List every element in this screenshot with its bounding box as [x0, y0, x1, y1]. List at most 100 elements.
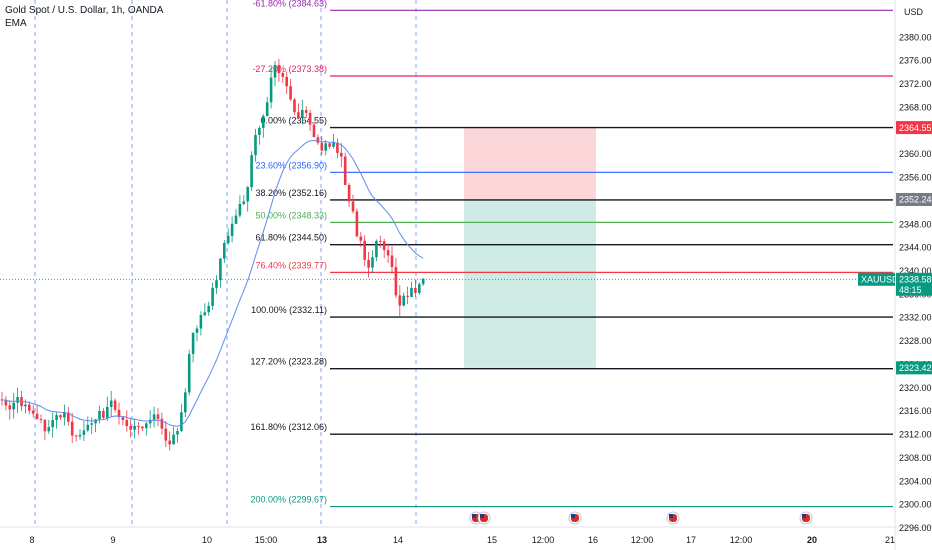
- candle-body: [273, 64, 277, 78]
- candle-body: [421, 278, 425, 285]
- candle-body: [195, 328, 199, 333]
- time-axis[interactable]: 8 9 10 15:00 13 14 15 12:00 16 12:00 17 12:00 20 21: [29, 535, 895, 545]
- time-tick-label: 8: [29, 535, 34, 545]
- fib-level-label: 100.00% (2332.11): [251, 305, 327, 315]
- price-tick-label: 2360.00: [899, 149, 932, 159]
- candle-body: [379, 240, 382, 242]
- time-tick-label: 14: [393, 535, 403, 545]
- price-badge: [896, 193, 932, 207]
- event-flag-icon[interactable]: [477, 511, 491, 525]
- candle-body: [148, 419, 152, 424]
- fib-level-label: 127.20% (2323.28): [250, 357, 327, 367]
- candle-body: [269, 77, 273, 103]
- candle-body: [371, 257, 374, 268]
- candlestick-series[interactable]: [0, 58, 425, 451]
- time-tick-label: 12:00: [730, 535, 753, 545]
- candle-body: [106, 406, 109, 418]
- symbol-badge: [858, 272, 895, 286]
- time-tick-label: 17: [686, 535, 696, 545]
- candle-body: [355, 211, 359, 237]
- stop-loss-zone: [464, 127, 596, 200]
- candle-body: [332, 142, 335, 147]
- candle-body: [31, 410, 35, 414]
- candle-body: [184, 392, 187, 413]
- candle-body: [347, 184, 351, 202]
- candle-body: [55, 415, 58, 421]
- price-tick-label: 2356.00: [899, 173, 932, 183]
- candle-body: [86, 424, 90, 431]
- candle-body: [8, 405, 12, 410]
- time-tick-label: 10: [202, 535, 212, 545]
- event-flag-icon[interactable]: [568, 511, 582, 525]
- candle-body: [211, 287, 214, 306]
- candle-body: [394, 267, 398, 296]
- indicator-label[interactable]: EMA: [5, 18, 27, 29]
- candle-body: [98, 410, 101, 420]
- candle-body: [390, 255, 394, 268]
- price-tick-label: 2344.00: [899, 243, 932, 253]
- candle-body: [414, 287, 417, 294]
- candle-body: [117, 409, 121, 418]
- flag-canton: [669, 514, 673, 518]
- time-tick-label: 12:00: [532, 535, 555, 545]
- candle-body: [250, 155, 253, 188]
- candle-body: [254, 135, 257, 156]
- candle-body: [152, 414, 156, 420]
- candle-body: [242, 201, 246, 204]
- chart-legend: Gold Spot / U.S. Dollar, 1h, OANDA EMA: [5, 4, 163, 30]
- candle-body: [215, 280, 218, 288]
- fib-level-label: 200.00% (2299.67): [250, 495, 327, 505]
- candle-body: [12, 402, 15, 410]
- candle-body: [382, 241, 386, 251]
- candle-body: [351, 201, 355, 212]
- candle-body: [51, 420, 54, 428]
- event-flag-icon[interactable]: [799, 511, 813, 525]
- candle-body: [316, 137, 320, 143]
- chart-title: Gold Spot / U.S. Dollar, 1h, OANDA: [5, 5, 164, 16]
- fibonacci-levels[interactable]: -61.80% (2384.63) -27.20% (2373.38) 0.00% …: [250, 0, 893, 508]
- flag-canton: [571, 514, 575, 518]
- price-tick-label: 2332.00: [899, 313, 932, 323]
- fib-level-label: -61.80% (2384.63): [252, 0, 327, 8]
- candle-body: [176, 430, 179, 435]
- price-tick-label: 2348.00: [899, 219, 932, 229]
- candle-body: [160, 418, 164, 429]
- event-flag-icon[interactable]: [666, 511, 680, 525]
- economic-events[interactable]: [469, 511, 813, 525]
- candle-body: [304, 110, 308, 113]
- candle-body: [180, 412, 183, 431]
- candle-body: [343, 156, 347, 185]
- time-tick-label: 15: [487, 535, 497, 545]
- candle-body: [289, 86, 292, 100]
- fib-level-label: 76.40% (2339.77): [255, 260, 327, 270]
- flag-canton: [480, 514, 484, 518]
- candle-body: [308, 112, 312, 125]
- candle-body: [226, 235, 230, 243]
- candle-body: [285, 76, 288, 87]
- price-tick-label: 2320.00: [899, 383, 932, 393]
- price-axis[interactable]: 2296.00 2300.00 2304.00 2308.00 2312.00 2316.…: [899, 7, 932, 533]
- candle-body: [238, 203, 242, 216]
- candle-body: [82, 430, 86, 435]
- currency-label: USD: [904, 7, 924, 17]
- candle-body: [277, 64, 281, 74]
- candle-body: [312, 124, 316, 138]
- candle-body: [281, 73, 285, 77]
- candle-body: [141, 426, 144, 429]
- candle-body: [301, 110, 304, 119]
- flag-canton: [802, 514, 806, 518]
- position-zones[interactable]: [464, 127, 596, 368]
- candle-body: [39, 418, 43, 420]
- candle-body: [363, 240, 366, 260]
- price-tick-label: 2300.00: [899, 500, 932, 510]
- current-price-badge: [896, 272, 932, 296]
- candle-body: [133, 426, 136, 430]
- candle-body: [199, 315, 203, 329]
- candle-body: [156, 414, 160, 419]
- candle-body: [168, 440, 171, 445]
- candle-body: [137, 426, 140, 428]
- candle-body: [90, 423, 93, 425]
- candle-body: [4, 399, 8, 406]
